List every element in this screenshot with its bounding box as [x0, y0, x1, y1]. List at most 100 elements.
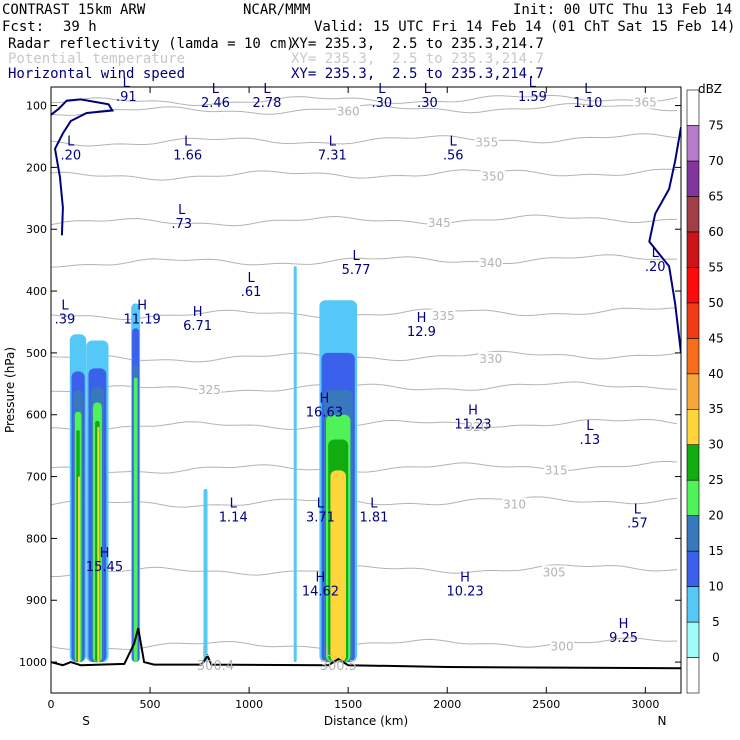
colorbar-level-label: 50	[708, 296, 723, 310]
extremum-value: 9.25	[609, 631, 638, 646]
extremum-low-marker: L	[529, 76, 537, 91]
theta-label-bg	[542, 565, 567, 579]
colorbar-swatch	[686, 408, 700, 446]
y-tick-label: 600	[26, 409, 47, 422]
reflectivity-bin-5dbz	[293, 266, 297, 663]
center-label: NCAR/MMM	[243, 2, 311, 18]
colorbar-level-label: 60	[708, 225, 723, 239]
colorbar-unit: dBZ	[698, 82, 722, 96]
y-axis-label: Pressure (hPa)	[3, 347, 17, 433]
extremum-high-marker: H	[193, 305, 203, 320]
theta-label-bg	[544, 463, 569, 477]
reflectivity-fill	[69, 266, 357, 663]
colorbar-level-label: 0	[712, 651, 720, 665]
wind-contours	[51, 98, 681, 354]
field-xy-wind: XY= 235.3, 2.5 to 235.3,214.7	[291, 66, 544, 82]
colorbar-swatch	[686, 479, 700, 517]
theta-minimum-marker: L	[325, 645, 333, 660]
extremum-value: .20	[645, 260, 666, 275]
extremum-value: .30	[417, 96, 438, 111]
extremum-value: .20	[60, 149, 81, 164]
extremum-value: 2.46	[201, 96, 230, 111]
colorbar-swatch	[686, 196, 700, 233]
extremum-low-marker: L	[329, 135, 337, 150]
extremum-low-marker: L	[178, 203, 186, 218]
extremum-high-marker: H	[316, 571, 326, 586]
theta-label: 345	[428, 216, 451, 230]
reflectivity-bin-30dbz	[97, 427, 100, 663]
extremum-low-marker: L	[123, 76, 131, 91]
extremum-low-marker: L	[378, 82, 386, 97]
extremum-low-marker: L	[247, 271, 255, 286]
field-name-theta: Potential temperature	[8, 51, 186, 67]
theta-label: 325	[198, 383, 221, 397]
colorbar-swatch	[686, 586, 700, 623]
extremum-high-marker: H	[320, 391, 330, 406]
extremum-value: .39	[55, 313, 76, 328]
theta-label-bg	[431, 308, 456, 322]
theta-contour-350	[51, 168, 678, 181]
theta-label: 355	[475, 136, 498, 150]
colorbar-level-label: 65	[708, 189, 723, 203]
theta-label: 360	[337, 105, 360, 119]
y-tick-label: 500	[26, 347, 47, 360]
model-title: CONTRAST 15km ARW	[2, 2, 146, 18]
colorbar-swatch	[686, 621, 700, 658]
colorbar-swatch	[686, 231, 700, 268]
theta-contours: 300 305 310 315 320 325 330 335 340 345 350 355 360 3…	[51, 94, 678, 654]
theta-contour-340	[51, 254, 678, 268]
y-tick-label: 400	[26, 285, 47, 298]
y-tick-label: 100	[26, 100, 47, 113]
theta-contour-320	[51, 418, 678, 432]
terrain-line	[51, 627, 681, 670]
field-name-wind: Horizontal wind speed	[8, 66, 186, 82]
extremum-value: .61	[241, 285, 262, 300]
y-tick-label: 800	[26, 532, 47, 545]
colorbar-level-label: 45	[708, 331, 723, 345]
fcst-value: 39 h	[63, 19, 97, 35]
y-tick-label: 1000	[19, 656, 47, 669]
end-label-left: S	[82, 714, 90, 728]
theta-label: 335	[432, 309, 455, 323]
x-tick-label: 2500	[532, 698, 560, 711]
theta-label: 365	[634, 95, 657, 109]
extremum-low-marker: L	[184, 135, 192, 150]
theta-label-bg	[464, 420, 489, 434]
extremum-value: 12.9	[407, 325, 436, 340]
theta-label: 315	[545, 463, 568, 477]
x-tick-label: 1500	[334, 698, 362, 711]
x-tick-label: 2000	[433, 698, 461, 711]
extremum-value: .13	[580, 433, 601, 448]
extremum-low-marker: L	[317, 496, 325, 511]
y-tick-label: 300	[26, 223, 47, 236]
extremum-high-marker: H	[619, 617, 629, 632]
colorbar-level-label: 5	[712, 615, 720, 629]
reflectivity-bin-20dbz	[133, 377, 138, 662]
theta-label: 340	[479, 256, 502, 270]
theta-label-bg	[478, 256, 503, 270]
extremum-value: 10.23	[446, 585, 483, 600]
theta-label-bg	[502, 497, 527, 511]
init-time: Init: 00 UTC Thu 13 Feb 14	[513, 2, 733, 18]
extremum-low-marker: L	[263, 82, 271, 97]
terrain	[51, 627, 681, 670]
extremum-value: 15.45	[86, 560, 123, 575]
colorbar-level-label: 55	[708, 260, 723, 274]
extremum-value: 1.66	[173, 149, 202, 164]
extremum-value: 1.81	[359, 510, 388, 525]
colorbar-swatch	[686, 444, 700, 481]
extremum-value: 7.31	[318, 149, 347, 164]
colorbar-level-label: 30	[708, 438, 723, 452]
theta-minimum-value: 300.5	[320, 659, 357, 674]
extremum-low-marker: L	[61, 299, 69, 314]
colorbar-level-label: 10	[708, 580, 723, 594]
extremum-value: 11.23	[454, 418, 491, 433]
theta-label-bg	[427, 216, 452, 230]
extremum-value: .30	[372, 96, 393, 111]
y-tick-label: 200	[26, 161, 47, 174]
extremum-value: 2.78	[252, 96, 281, 111]
extremum-value: 5.77	[342, 263, 371, 278]
extremum-low-marker: L	[67, 135, 75, 150]
extremum-value: 3.71	[306, 510, 335, 525]
theta-minimum-value: 300.4	[197, 659, 234, 674]
